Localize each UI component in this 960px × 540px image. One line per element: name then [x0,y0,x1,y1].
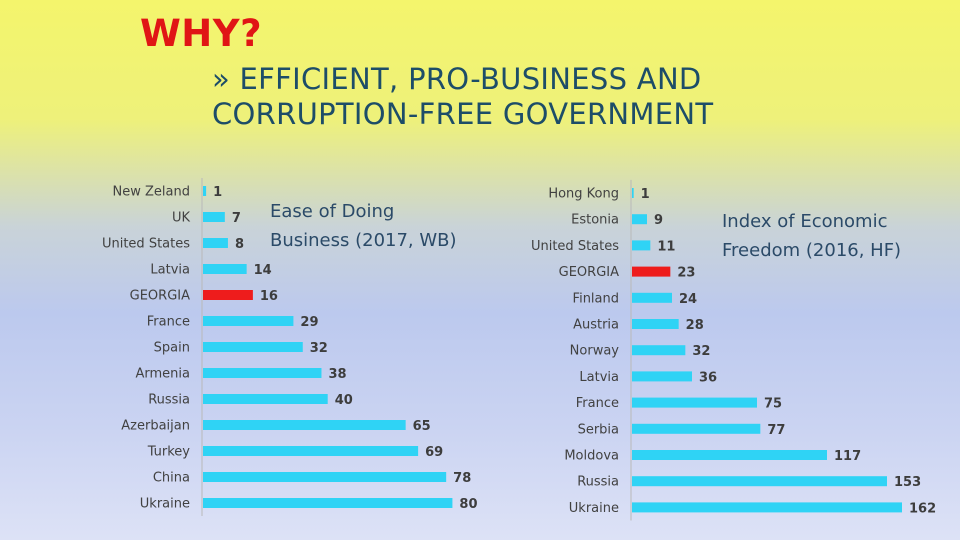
bar-united-states [203,238,228,248]
value-label-serbia: 77 [767,423,785,438]
bar-georgia [203,290,253,300]
value-label-turkey: 69 [425,445,443,460]
category-label-russia: Russia [148,393,190,408]
value-label-ukraine: 80 [459,497,477,512]
value-label-uk: 7 [232,211,241,226]
label-left-line-1: Ease of Doing [270,201,395,222]
bar-russia [203,394,328,404]
bar-azerbaijan [203,420,406,430]
bar-hong-kong [632,188,634,198]
bar-georgia [632,266,671,277]
economic-freedom-label: Index of Economic Freedom (2016, HF) [722,207,952,265]
category-label-hong-kong: Hong Kong [548,187,619,202]
value-label-spain: 32 [310,341,328,356]
slide-title: WHY? [140,12,263,55]
bar-norway [632,345,686,356]
bar-moldova [632,450,827,460]
category-label-estonia: Estonia [571,213,619,228]
bar-russia [632,476,887,487]
value-label-ukraine: 162 [909,501,936,516]
label-right-line-2: Freedom (2016, HF) [722,240,902,261]
bar-latvia [632,371,692,382]
category-label-spain: Spain [154,341,190,356]
bar-ukraine [203,498,453,508]
bar-austria [632,319,679,329]
value-label-russia: 40 [335,393,353,408]
category-label-norway: Norway [570,344,620,359]
value-label-latvia: 14 [254,263,272,278]
value-label-austria: 28 [686,318,704,333]
value-label-armenia: 38 [328,367,346,382]
bar-china [203,472,447,482]
value-label-norway: 32 [692,344,710,359]
bar-ukraine [632,502,902,513]
value-label-china: 78 [453,471,471,486]
category-label-moldova: Moldova [564,449,619,464]
bar-united-states [632,240,651,251]
bar-finland [632,292,672,303]
slide-subtitle: » EFFICIENT, PRO-BUSINESS AND CORRUPTION… [212,62,852,132]
value-label-hong-kong: 1 [641,187,650,202]
bar-france [203,316,294,326]
bar-serbia [632,423,761,434]
category-label-finland: Finland [573,291,619,306]
category-label-ukraine: Ukraine [569,501,619,516]
category-label-new-zeland: New Zeland [113,185,190,200]
value-label-new-zeland: 1 [213,185,222,200]
value-label-russia: 153 [894,475,921,490]
category-label-turkey: Turkey [147,445,191,460]
ease-of-doing-business-label: Ease of Doing Business (2017, WB) [270,197,500,255]
bar-france [632,397,757,408]
label-left-line-2: Business (2017, WB) [270,230,457,251]
category-label-azerbaijan: Azerbaijan [121,419,190,434]
value-label-united-states: 11 [657,239,675,254]
subtitle-line-2: CORRUPTION-FREE GOVERNMENT [212,97,714,131]
category-label-armenia: Armenia [136,367,191,382]
bar-estonia [632,214,647,225]
category-label-china: China [153,471,190,486]
subtitle-line-1: » EFFICIENT, PRO-BUSINESS AND [212,62,702,96]
value-label-azerbaijan: 65 [413,419,431,434]
category-label-ukraine: Ukraine [140,497,190,512]
category-label-france: France [576,396,619,411]
bar-latvia [203,264,247,274]
value-label-finland: 24 [679,292,697,307]
category-label-uk: UK [172,211,191,226]
category-label-serbia: Serbia [578,422,619,437]
value-label-georgia: 23 [677,266,695,281]
bar-uk [203,212,225,222]
value-label-france: 29 [300,315,318,330]
bar-turkey [203,446,419,456]
bar-spain [203,342,303,352]
value-label-georgia: 16 [260,289,278,304]
bar-new-zeland [203,186,207,196]
category-label-france: France [147,315,190,330]
category-label-united-states: United States [102,237,190,252]
value-label-france: 75 [764,397,782,412]
value-label-united-states: 8 [235,237,244,252]
category-label-latvia: Latvia [579,370,619,385]
category-label-georgia: GEORGIA [559,265,619,280]
value-label-latvia: 36 [699,370,717,385]
category-label-russia: Russia [577,475,619,490]
label-right-line-1: Index of Economic [722,211,888,232]
category-label-latvia: Latvia [150,263,190,278]
category-label-georgia: GEORGIA [130,289,190,304]
category-label-austria: Austria [573,318,619,333]
value-label-estonia: 9 [654,213,663,228]
bar-armenia [203,368,322,378]
category-label-united-states: United States [531,239,619,254]
value-label-moldova: 117 [834,449,861,464]
